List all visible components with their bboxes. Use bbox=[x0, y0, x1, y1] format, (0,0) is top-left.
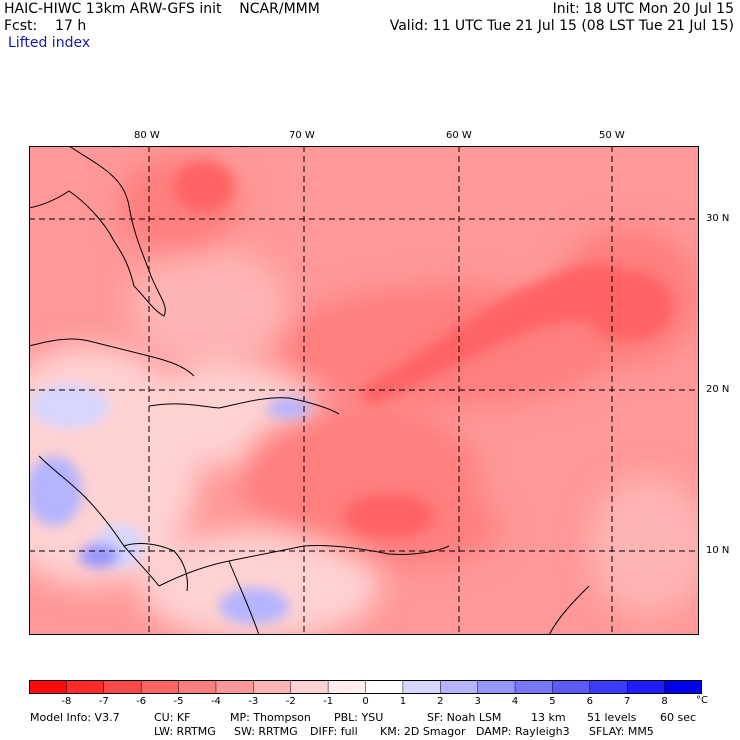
color-bar-swatch bbox=[365, 680, 404, 694]
color-bar-tick-label: 0 bbox=[362, 696, 369, 707]
color-bar-tick-label: 6 bbox=[586, 696, 594, 707]
color-bar-tick-label: 5 bbox=[549, 696, 556, 707]
lon-label-80w: 80 W bbox=[134, 130, 160, 141]
color-bar-swatch bbox=[253, 680, 292, 694]
color-bar-swatch bbox=[29, 680, 67, 694]
field-name: Lifted index bbox=[8, 35, 91, 51]
color-bar-tick-label: -6 bbox=[136, 696, 147, 707]
lat-label-10n: 10 N bbox=[706, 545, 730, 556]
valid-time: Valid: 11 UTC Tue 21 Jul 15 (08 LST Tue … bbox=[389, 18, 734, 34]
color-bar-unit: °C bbox=[696, 695, 708, 706]
damp-scheme: DAMP: Rayleigh3 bbox=[476, 725, 570, 738]
forecast-hour: Fcst: 17 h bbox=[4, 18, 87, 34]
model-title: HAIC-HIWC 13km ARW-GFS init NCAR/MMM bbox=[4, 1, 320, 17]
color-bar-swatch bbox=[664, 680, 702, 694]
color-bar-swatch bbox=[215, 680, 254, 694]
color-bar-swatch bbox=[589, 680, 628, 694]
lon-label-50w: 50 W bbox=[599, 130, 625, 141]
color-bar-tick-label: 7 bbox=[624, 696, 631, 707]
resolution: 13 km bbox=[531, 711, 566, 724]
color-bar-tick-label: -2 bbox=[285, 696, 296, 707]
graticule bbox=[29, 146, 699, 635]
color-bar-tick-label: -3 bbox=[248, 696, 259, 707]
color-bar-swatch bbox=[477, 680, 516, 694]
color-bar bbox=[29, 680, 702, 694]
color-bar-tick-label: -1 bbox=[323, 696, 334, 707]
km-scheme: KM: 2D Smagor bbox=[380, 725, 466, 738]
color-bar-swatch bbox=[178, 680, 217, 694]
color-bar-swatch bbox=[552, 680, 591, 694]
color-bar-swatch bbox=[66, 680, 105, 694]
sw-scheme: SW: RRTMG bbox=[234, 725, 298, 738]
sf-scheme: SF: Noah LSM bbox=[427, 711, 502, 724]
color-bar-tick-label: 3 bbox=[474, 696, 481, 707]
init-time: Init: 18 UTC Mon 20 Jul 15 bbox=[552, 1, 734, 17]
color-bar-swatch bbox=[141, 680, 180, 694]
color-bar-swatch bbox=[402, 680, 441, 694]
color-bar-tick-label: 2 bbox=[437, 696, 444, 707]
color-bar-tick-label: 1 bbox=[399, 696, 407, 707]
color-bar-tick-label: -5 bbox=[173, 696, 184, 707]
model-info: Model Info: V3.7 bbox=[30, 711, 120, 724]
pbl-scheme: PBL: YSU bbox=[334, 711, 384, 724]
lon-label-60w: 60 W bbox=[446, 130, 472, 141]
color-bar-tick-label: -8 bbox=[61, 696, 72, 707]
color-bar-tick-label: -7 bbox=[98, 696, 109, 707]
color-bar-swatch bbox=[103, 680, 142, 694]
color-bar-swatch bbox=[290, 680, 329, 694]
lw-scheme: LW: RRTMG bbox=[154, 725, 216, 738]
lat-label-20n: 20 N bbox=[706, 384, 730, 395]
color-bar-swatch bbox=[627, 680, 666, 694]
color-bar-tick-label: -4 bbox=[210, 696, 221, 707]
color-bar-swatch bbox=[440, 680, 479, 694]
color-bar-tick-label: 4 bbox=[511, 696, 519, 707]
lat-label-30n: 30 N bbox=[706, 213, 730, 224]
sflay-scheme: SFLAY: MM5 bbox=[589, 725, 654, 738]
color-bar-tick-label: 8 bbox=[661, 696, 668, 707]
cu-scheme: CU: KF bbox=[154, 711, 191, 724]
map-frame bbox=[29, 146, 699, 635]
time-step: 60 sec bbox=[660, 711, 697, 724]
lifted-index-map bbox=[29, 146, 699, 635]
vertical-levels: 51 levels bbox=[587, 711, 637, 724]
color-bar-swatch bbox=[515, 680, 553, 694]
color-bar-swatch bbox=[328, 680, 366, 694]
li-core-shading bbox=[29, 161, 674, 624]
lon-label-70w: 70 W bbox=[289, 130, 315, 141]
mp-scheme: MP: Thompson bbox=[230, 711, 311, 724]
diff-scheme: DIFF: full bbox=[310, 725, 358, 738]
